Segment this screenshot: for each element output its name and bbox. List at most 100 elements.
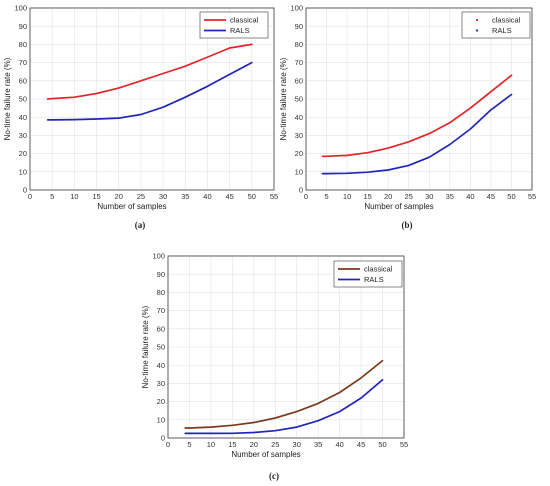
x-tick-label: 10 — [207, 440, 215, 449]
x-tick-label: 10 — [343, 192, 351, 201]
y-tick-label: 40 — [157, 361, 165, 370]
y-tick-label: 30 — [19, 131, 27, 140]
y-tick-label: 100 — [14, 4, 27, 13]
legend-box — [199, 11, 269, 39]
series-line-rals — [184, 378, 384, 435]
x-tick-label: 0 — [28, 192, 32, 201]
x-tick-label: 40 — [335, 440, 343, 449]
y-tick-label: 70 — [295, 58, 303, 67]
x-tick-label: 15 — [363, 192, 371, 201]
y-tick-label: 70 — [19, 58, 27, 67]
legend-label-rals: RALS — [230, 26, 250, 35]
y-tick-label: 0 — [161, 434, 165, 443]
x-tick-label: 20 — [384, 192, 392, 201]
y-axis-label: No-time failure rate (%) — [141, 305, 150, 388]
y-tick-label: 50 — [295, 95, 303, 104]
y-tick-label: 50 — [19, 95, 27, 104]
x-tick-label: 45 — [357, 440, 365, 449]
y-tick-label: 30 — [295, 131, 303, 140]
legend-label-classical: classical — [492, 16, 521, 25]
y-tick-label: 0 — [299, 186, 303, 195]
x-tick-label: 40 — [203, 192, 211, 201]
x-tick-label: 15 — [92, 192, 100, 201]
series-line-classical — [46, 43, 253, 100]
x-tick-label: 55 — [270, 192, 278, 201]
y-tick-label: 90 — [157, 270, 165, 279]
y-tick-label: 60 — [157, 324, 165, 333]
panel-caption: (b) — [402, 220, 413, 230]
y-tick-label: 10 — [295, 167, 303, 176]
x-tick-label: 55 — [528, 192, 536, 201]
y-tick-label: 0 — [23, 186, 27, 195]
x-tick-label: 45 — [225, 192, 233, 201]
y-tick-label: 20 — [295, 149, 303, 158]
x-tick-label: 30 — [293, 440, 301, 449]
panel-caption: (a) — [135, 220, 146, 230]
x-tick-label: 30 — [425, 192, 433, 201]
plot-frame — [29, 7, 275, 191]
x-tick-label: 25 — [405, 192, 413, 201]
plot-frame — [167, 255, 405, 439]
x-tick-label: 20 — [115, 192, 123, 201]
x-tick-label: 25 — [137, 192, 145, 201]
x-tick-label: 55 — [400, 440, 408, 449]
legend-label-rals: RALS — [492, 26, 512, 35]
x-tick-label: 25 — [271, 440, 279, 449]
y-tick-label: 30 — [157, 379, 165, 388]
x-tick-label: 20 — [250, 440, 258, 449]
x-tick-label: 15 — [228, 440, 236, 449]
x-axis-label: Number of samples — [231, 450, 300, 459]
y-tick-label: 80 — [19, 40, 27, 49]
series-line-classical — [184, 359, 384, 429]
y-tick-label: 40 — [19, 113, 27, 122]
legend-marker-rals — [475, 29, 479, 32]
y-tick-label: 60 — [19, 76, 27, 85]
y-axis-label: No-time failure rate (%) — [3, 57, 12, 140]
series-line-classical — [321, 74, 513, 158]
legend-box — [461, 11, 531, 39]
x-tick-label: 50 — [378, 440, 386, 449]
x-tick-label: 10 — [70, 192, 78, 201]
y-tick-label: 70 — [157, 306, 165, 315]
y-tick-label: 40 — [295, 113, 303, 122]
legend-label-classical: classical — [364, 265, 393, 274]
x-tick-label: 5 — [324, 192, 328, 201]
x-axis-label: Number of samples — [97, 202, 166, 211]
x-tick-label: 35 — [314, 440, 322, 449]
legend-box — [333, 260, 403, 288]
x-tick-label: 50 — [507, 192, 515, 201]
panel-caption: (c) — [269, 471, 279, 481]
x-tick-label: 5 — [187, 440, 191, 449]
y-tick-label: 50 — [157, 343, 165, 352]
y-axis-label: No-time failure rate (%) — [279, 57, 288, 140]
y-tick-label: 100 — [152, 252, 165, 261]
y-tick-label: 20 — [19, 149, 27, 158]
x-tick-label: 0 — [304, 192, 308, 201]
y-tick-label: 80 — [157, 288, 165, 297]
y-tick-label: 10 — [19, 167, 27, 176]
x-tick-label: 0 — [166, 440, 170, 449]
legend-marker-classical — [475, 18, 479, 22]
series-line-rals — [46, 61, 253, 121]
series-line-rals — [321, 93, 513, 175]
x-tick-label: 35 — [181, 192, 189, 201]
y-tick-label: 90 — [19, 22, 27, 31]
plot-frame — [305, 7, 533, 191]
chart-panel-3: 0 5 10 15 20 25 30 35 40 45 50 55 0 10 20 30 40 50 60 70 80 9… — [141, 252, 408, 481]
y-tick-label: 60 — [295, 76, 303, 85]
legend-label-rals: RALS — [364, 275, 384, 284]
chart-panel-1: 0 5 10 15 20 25 30 35 40 45 50 55 0 10 20 30 40 50 60 70 80 9… — [3, 4, 278, 230]
y-tick-label: 10 — [157, 415, 165, 424]
chart-panel-2: 0 5 10 15 20 25 30 35 40 45 50 55 0 10 20 30 40 50 60 70 80 9… — [279, 4, 536, 230]
y-tick-label: 100 — [290, 4, 303, 13]
x-tick-label: 40 — [466, 192, 474, 201]
x-tick-label: 45 — [487, 192, 495, 201]
x-tick-label: 5 — [50, 192, 54, 201]
y-tick-label: 20 — [157, 397, 165, 406]
y-tick-label: 80 — [295, 40, 303, 49]
legend-label-classical: classical — [230, 16, 259, 25]
